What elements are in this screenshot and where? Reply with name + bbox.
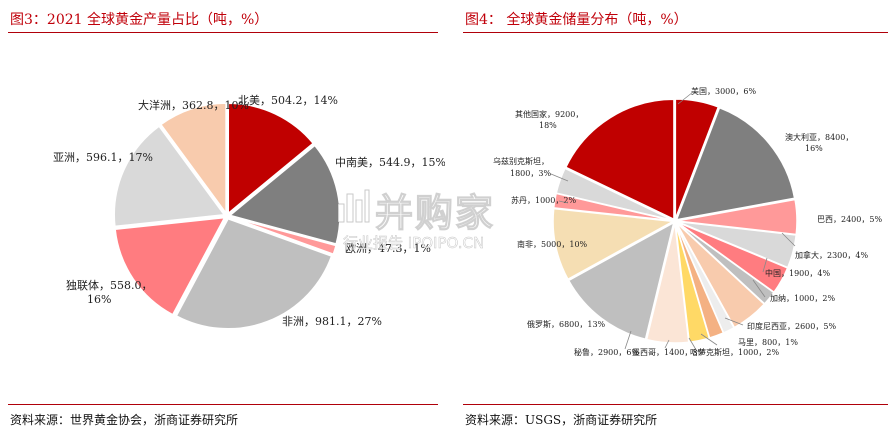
pie-slice-0-5 [113,125,226,228]
slice-label-other-countries: 其他国家，9200， [515,109,583,119]
figure-4-top-rule [463,32,888,33]
pie-slice-0-2 [229,216,337,256]
slice-label-brazil: 巴西，2400，5% [817,215,882,224]
production-pie-chart: 北美，504.2，14% 中南美，544.9，15% 欧洲，47.3，1% 非洲，98… [53,94,445,330]
pie-slice-1-0 [674,98,720,220]
pie-slice-0-4 [114,216,226,316]
pie-slice-1-11 [567,221,675,341]
pie-slice-1-15 [564,98,675,221]
figure-4-source: 资料来源：USGS，浙商证券研究所 [465,413,658,427]
pie-slice-1-12 [552,207,676,281]
figure-3-bottom-rule [8,404,438,405]
slice-label-indonesia: 印度尼西亚，2600，5% [747,321,836,331]
pie-slice-0-3 [175,217,333,330]
slice-label-kazakhstan: 哈萨克斯坦，1000，2% [690,347,779,357]
slice-label-australia: 澳大利亚，8400， [785,132,853,142]
slice-label-africa: 非洲，981.1，27% [282,315,382,328]
figure-4-panel: 图4： 全球黄金储量分布（吨，%） 美国，3000，6% 澳大利亚，8400， 16… [455,0,890,435]
pie-slice-0-6 [159,102,227,216]
slice-label-south-africa: 南非，5000，10% [517,239,588,249]
pie-slice-1-14 [555,167,674,222]
pie-slice-1-1 [675,106,796,221]
figure-4-title: 图4： 全球黄金储量分布（吨，%） [465,12,688,28]
slice-label-cis: 独联体，558.0， [66,278,153,292]
slice-label-cis-pct: 16% [87,293,111,306]
slice-label-ghana: 加纳，1000，2% [770,293,835,303]
slice-label-asia: 亚洲，596.1，17% [53,151,153,164]
slice-label-oceania: 大洋洲，362.8，10% [138,98,249,112]
figure-3-top-rule [8,32,438,33]
slice-label-peru: 秘鲁，2900，6% [574,347,639,357]
slice-label-uzbekistan: 乌兹别克斯坦， [493,156,549,166]
slice-label-uzbekistan-pct: 1800，3% [510,169,551,178]
pie-slice-0-0 [227,102,315,215]
slice-label-mali: 马里，800，1% [738,338,798,347]
slice-label-other-countries-pct: 18% [539,121,557,130]
reserves-pie-chart: 美国，3000，6% 澳大利亚，8400， 16% 巴西，2400，5% 加拿大，230… [493,86,882,357]
figure-3-source: 资料来源：世界黄金协会，浙商证券研究所 [10,413,239,427]
slice-label-europe: 欧洲，47.3，1% [345,242,431,255]
slice-label-canada: 加拿大，2300，4% [795,250,868,260]
slice-label-north-america: 北美，504.2，14% [238,94,338,107]
slice-label-usa: 美国，3000，6% [691,86,756,96]
figure-3-panel: 图3：2021 全球黄金产量占比（吨，%） 北美，504.2，14% 中南美，54… [8,12,445,427]
pie-slice-0-1 [228,144,341,245]
slice-label-china: 中国，1900，4% [765,268,830,278]
slice-label-australia-pct: 16% [805,144,823,153]
slice-label-sudan: 苏丹，1000，2% [511,195,576,205]
slice-label-mexico: 墨西哥，1400，3% [632,348,705,357]
figure-4-bottom-rule [463,404,888,405]
slice-label-central-south-america: 中南美，544.9，15% [335,156,445,169]
slice-label-russia: 俄罗斯，6800，13% [527,319,606,329]
figure-3-title: 图3：2021 全球黄金产量占比（吨，%） [10,12,269,28]
